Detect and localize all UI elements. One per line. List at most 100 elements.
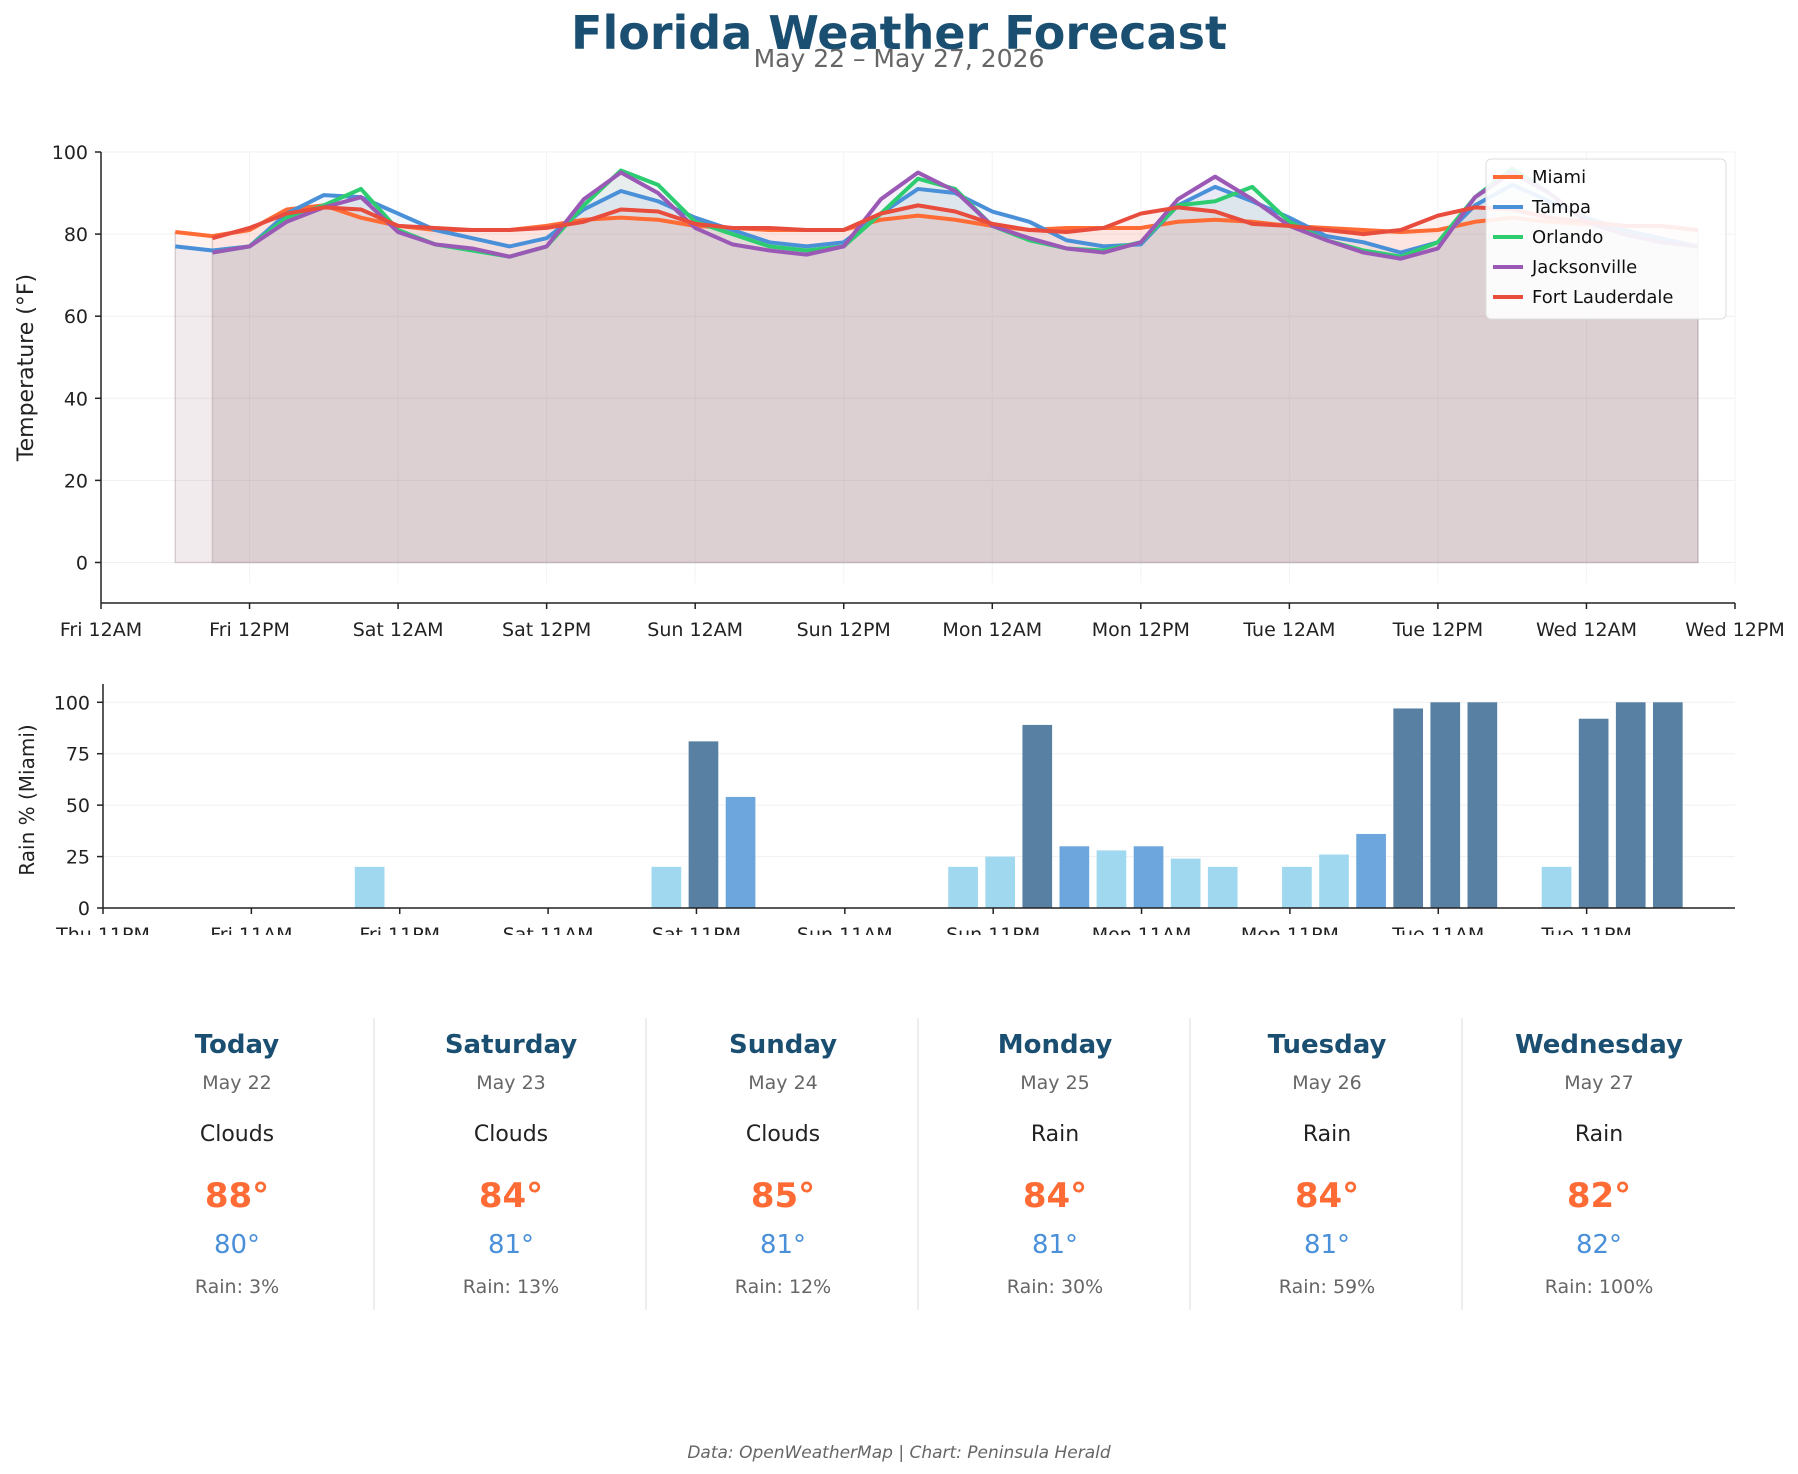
day-name: Sunday [728,1030,838,1060]
y-tick-label: 20 [64,470,88,492]
temperature-chart: 0 20 40 60 80 100 Fri 12AM Fri 12PM Sat 12AM Sat … [14,142,1785,641]
rain-bar [985,856,1016,908]
x-tick-label: Fri 12PM [209,619,290,641]
day-high-temp: 84° [478,1176,544,1216]
y-axis-label: Rain % (Miami) [15,724,39,875]
rain-chart: 0 25 50 75 100 Thu 11PM Fri 11AM Fri 11PM Sat 11… [15,684,1735,935]
x-tick-label: Tue 11AM [1391,924,1484,935]
y-tick-label: 75 [66,744,90,766]
y-tick-label: 0 [76,552,88,574]
x-tick-label: Sun 11AM [797,924,893,935]
day-name: Monday [997,1030,1113,1060]
area-outline [211,229,1699,564]
page-subtitle: May 22 – May 27, 2026 [753,44,1045,73]
x-tick-label: Fri 11AM [210,924,292,935]
rain-bar [1467,702,1498,908]
x-tick-label: Tue 11PM [1540,924,1632,935]
day-date: May 23 [476,1072,546,1094]
day-rain-chance: Rain: 12% [734,1276,832,1298]
rain-bar [1170,858,1201,908]
day-date: May 25 [1020,1072,1090,1094]
day-condition: Rain [1574,1122,1624,1147]
y-tick-label: 100 [52,142,88,164]
forecast-day: Saturday May 23 Clouds 84° 81° Rain: 13% [373,1018,647,1310]
x-tick-label: Mon 12AM [942,619,1042,641]
day-condition: Clouds [745,1122,821,1147]
x-tick-label: Sat 12PM [502,619,591,641]
day-rain-chance: Rain: 59% [1278,1276,1376,1298]
daily-forecast: Today May 22 Clouds 88° 80° Rain: 3% Sat… [101,1018,1735,1310]
x-tick-label: Tue 12AM [1242,619,1335,641]
day-low-temp: 81° [759,1230,807,1260]
x-tick-label: Sat 11AM [503,924,594,935]
rain-bar [1652,702,1683,908]
page-title: Florida Weather Forecast [571,6,1227,60]
legend-label: Fort Lauderdale [1532,287,1674,308]
series-area [175,205,1698,563]
day-condition: Rain [1030,1122,1080,1147]
legend-label: Jacksonville [1531,257,1637,278]
series-line [211,203,1699,241]
day-rain-chance: Rain: 100% [1544,1276,1654,1298]
x-tick-label: Wed 12PM [1685,619,1785,641]
legend-box [1485,158,1727,320]
day-date: May 22 [202,1072,272,1094]
y-tick-label: 80 [64,224,88,246]
forecast-day: Wednesday May 27 Rain 82° 82° Rain: 100% [1461,1018,1735,1310]
series-area [175,184,1698,563]
x-tick-label: Wed 12AM [1536,619,1637,641]
legend-label: Tampa [1531,197,1591,218]
x-tick-label: Fri 11PM [359,924,440,935]
x-tick-label: Mon 12PM [1092,619,1190,641]
day-rain-chance: Rain: 3% [194,1276,280,1298]
x-tick-label: Mon 11PM [1241,924,1339,935]
rain-bar [725,796,756,908]
rain-bar [1615,702,1646,908]
series-area [212,205,1698,563]
x-tick-label: Thu 11PM [55,924,150,935]
y-tick-label: 0 [78,898,90,920]
x-tick-label: Mon 11AM [1092,924,1192,935]
x-tick-label: Fri 12AM [60,619,142,641]
day-condition: Clouds [199,1122,275,1147]
y-axis-label: Temperature (°F) [14,274,39,462]
x-tick-label: Sun 11PM [946,924,1040,935]
forecast-day: Tuesday May 26 Rain 84° 81° Rain: 59% [1189,1018,1463,1310]
rain-bar [1578,718,1609,908]
day-date: May 27 [1564,1072,1634,1094]
series-line [212,170,1699,261]
y-tick-label: 60 [64,306,88,328]
legend-label: Miami [1532,167,1586,188]
series-area [212,172,1698,563]
day-rain-chance: Rain: 30% [1006,1276,1104,1298]
day-name: Tuesday [1267,1030,1387,1060]
day-low-temp: 81° [487,1230,535,1260]
day-high-temp: 84° [1294,1176,1360,1216]
rain-bar [948,866,978,908]
day-high-temp: 84° [1022,1176,1088,1216]
day-low-temp: 80° [213,1230,261,1260]
day-date: May 26 [1292,1072,1362,1094]
forecast-day: Today May 22 Clouds 88° 80° Rain: 3% [101,1018,373,1310]
rain-bar [651,866,682,908]
y-tick-label: 40 [64,388,88,410]
day-name: Wednesday [1515,1030,1683,1060]
y-tick-label: 50 [66,795,90,817]
day-low-temp: 81° [1031,1230,1079,1260]
rain-bar [354,866,385,908]
rain-bar [1022,724,1053,908]
rain-bar [1282,866,1312,908]
rain-bar [1541,866,1572,908]
rain-bar [1430,702,1461,908]
day-condition: Rain [1302,1122,1352,1147]
series-area [212,168,1698,563]
rain-bar [1393,708,1424,908]
day-condition: Clouds [473,1122,549,1147]
forecast-day: Monday May 25 Rain 84° 81° Rain: 30% [917,1018,1191,1310]
day-name: Today [194,1030,280,1060]
x-tick-label: Sun 12AM [647,619,743,641]
rain-bar [1319,854,1349,908]
day-rain-chance: Rain: 13% [462,1276,560,1298]
day-low-temp: 82° [1575,1230,1623,1260]
x-tick-label: Sun 12PM [797,619,891,641]
